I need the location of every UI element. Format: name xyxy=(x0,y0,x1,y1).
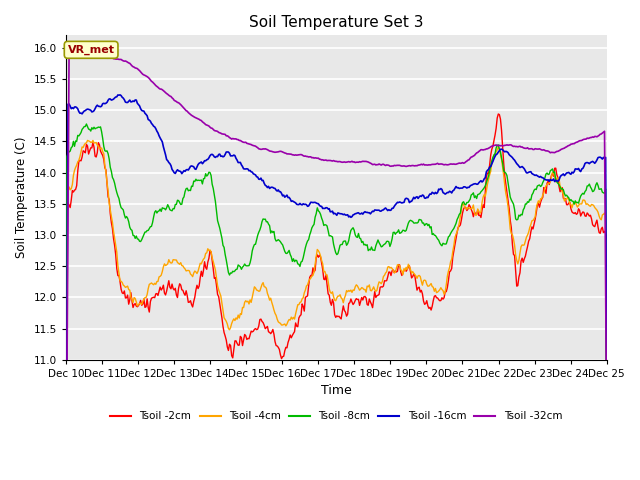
X-axis label: Time: Time xyxy=(321,384,351,397)
Y-axis label: Soil Temperature (C): Soil Temperature (C) xyxy=(15,137,28,258)
Text: VR_met: VR_met xyxy=(68,45,115,55)
Legend: Tsoil -2cm, Tsoil -4cm, Tsoil -8cm, Tsoil -16cm, Tsoil -32cm: Tsoil -2cm, Tsoil -4cm, Tsoil -8cm, Tsoi… xyxy=(106,407,566,426)
Title: Soil Temperature Set 3: Soil Temperature Set 3 xyxy=(249,15,424,30)
